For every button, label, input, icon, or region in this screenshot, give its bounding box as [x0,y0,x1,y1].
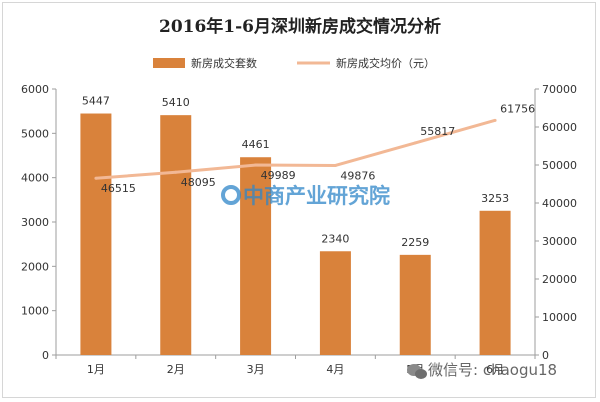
right-tick-label: 20000 [542,273,577,286]
legend-line-label: 新房成交均价（元） [336,56,435,70]
right-tick-label: 40000 [542,197,577,210]
line-data-label: 48095 [181,176,216,189]
line-point [254,163,258,167]
x-tick-label: 3月 [247,363,265,376]
bar [80,113,112,356]
line-point [493,118,497,122]
bar-data-label: 2340 [321,232,349,245]
legend-bar-label: 新房成交套数 [191,56,257,70]
line-data-label: 49989 [261,169,296,182]
legend: 新房成交套数 新房成交均价（元） [153,56,435,70]
chart-frame [2,2,596,398]
left-tick-label: 1000 [21,305,49,318]
x-tick-label: 1月 [87,363,105,376]
right-tick-label: 60000 [542,121,577,134]
bar [160,115,192,355]
line-data-label: 55817 [420,125,455,138]
bar [319,251,351,355]
line-point [333,163,337,167]
left-tick-label: 2000 [21,260,49,273]
x-tick-label: 6月 [486,363,504,376]
x-tick-label: 4月 [326,363,344,376]
bar [240,157,272,355]
bar-data-label: 5447 [82,95,110,108]
bar [399,254,431,355]
watermark-footer-text: 微信号: chaogu18 [428,361,557,379]
line-point [413,141,417,145]
right-tick-label: 0 [542,349,549,362]
left-tick-label: 6000 [21,83,49,96]
watermark-logo-text: 中商产业研究院 [243,184,390,208]
line-point [94,176,98,180]
right-tick-label: 30000 [542,235,577,248]
left-tick-label: 0 [42,349,49,362]
line-data-label: 61756 [500,102,535,115]
line-path [95,118,496,180]
right-tick-label: 50000 [542,159,577,172]
left-tick-label: 4000 [21,172,49,185]
line-data-label: 49876 [340,169,375,182]
line-data-label: 46515 [101,182,136,195]
legend-bar-swatch [153,58,185,68]
left-tick-label: 5000 [21,127,49,140]
bar [479,210,511,355]
line-series [94,118,497,180]
watermark-footer: 微信号: chaogu18 [407,361,557,379]
bar-data-label: 4461 [242,138,270,151]
watermark-logo-icon [221,185,241,205]
chart-title: 2016年1-6月深圳新房成交情况分析 [159,16,441,37]
bar-data-label: 5410 [162,96,190,109]
data-labels: 5447 5410 4461 2340 2259 3253 46515 48095 49989 4… [82,95,535,249]
axes: 0100020003000400050006000010000200003000… [21,83,577,376]
bar-data-label: 3253 [481,192,509,205]
watermark-logo: 中商产业研究院 [221,184,390,208]
line-point [174,170,178,174]
bar-series [80,113,511,356]
right-tick-label: 70000 [542,83,577,96]
bar-data-label: 2259 [401,236,429,249]
wechat-icon [407,364,427,379]
left-tick-label: 3000 [21,216,49,229]
x-tick-label: 2月 [167,363,185,376]
right-tick-label: 10000 [542,311,577,324]
